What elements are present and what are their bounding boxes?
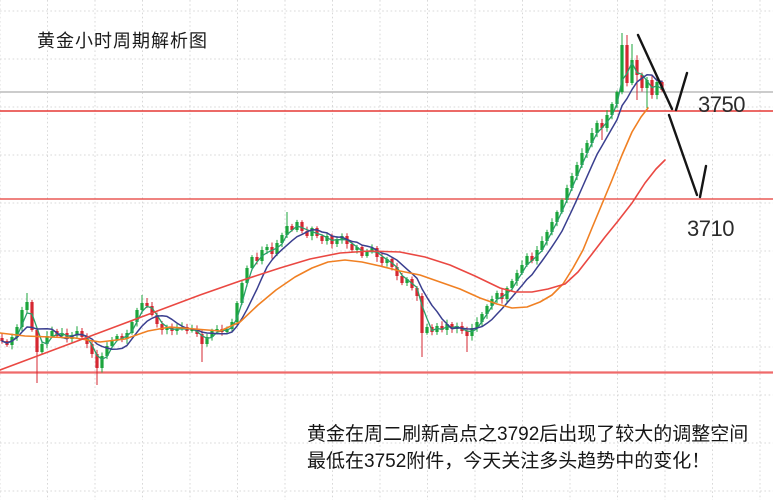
moving-averages-layer bbox=[0, 62, 666, 371]
level-lines-layer bbox=[0, 91, 773, 374]
commentary-line-2: 最低在3752附件，今天关注多头趋势中的变化！ bbox=[307, 451, 711, 472]
ma-slow-red bbox=[0, 159, 666, 371]
ma-fast-teal bbox=[1, 62, 663, 360]
commentary-line-1: 黄金在周二刷新高点之3792后出现了较大的调整空间 bbox=[307, 424, 749, 445]
black-projection-lines bbox=[636, 33, 708, 199]
ma-mid-orange bbox=[0, 107, 649, 343]
price-label-3710: 3710 bbox=[687, 216, 734, 241]
ma-fast-navy bbox=[1, 73, 663, 351]
price-label-3750: 3750 bbox=[698, 92, 745, 117]
chart-title: 黄金小时周期解析图 bbox=[37, 31, 208, 51]
commentary-text: 黄金在周二刷新高点之3792后出现了较大的调整空间 最低在3752附件，今天关注… bbox=[307, 421, 748, 475]
